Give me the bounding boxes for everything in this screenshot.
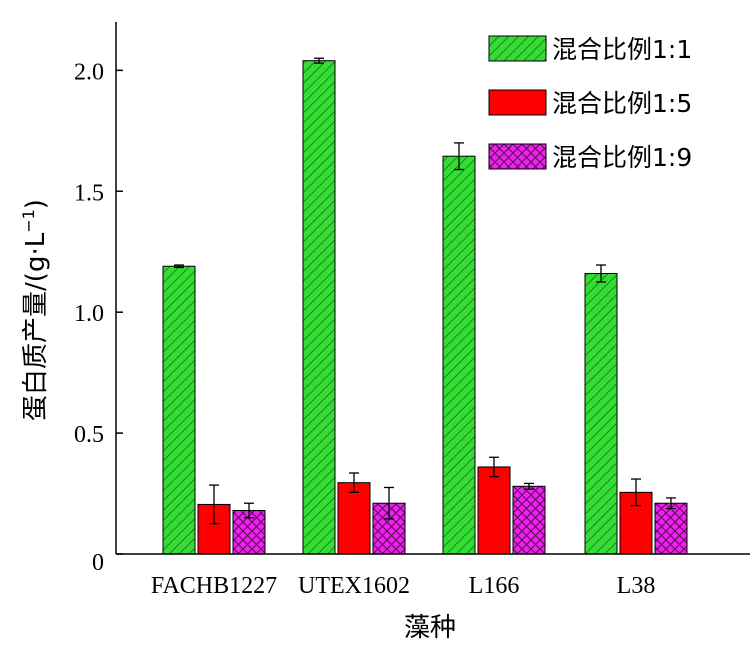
bar-l166-series-3 [512, 485, 546, 555]
error-bar [666, 497, 676, 510]
bar-utex1602-series-3 [372, 502, 406, 555]
x-ticks-group: FACHB1227 UTEX1602 L166 L38 [151, 573, 655, 599]
bar-l166-series-2 [477, 466, 511, 555]
bar-fachb1227-series-1 [162, 265, 196, 555]
bar-utex1602-series-2 [337, 482, 371, 555]
legend-label-series-1: 混合比例1:1 [552, 35, 692, 64]
bars-group [162, 60, 688, 555]
y-tick-label: 2.0 [74, 59, 104, 85]
error-bar [244, 502, 254, 519]
legend-label-series-3: 混合比例1:9 [552, 143, 692, 172]
error-bar [631, 478, 641, 507]
error-bar [349, 472, 359, 493]
error-bar [209, 484, 219, 525]
y-axis-title: 蛋白质产量/(g·L−1) [19, 199, 51, 421]
x-tick-label-l166: L166 [469, 573, 520, 599]
legend-label-series-2: 混合比例1:5 [552, 89, 692, 118]
legend-swatch-series-3 [488, 143, 547, 170]
error-bar [524, 482, 534, 490]
y-ticks-group: 0 0.5 1.0 1.5 2.0 [74, 59, 123, 576]
y-axis-title-superscript: −1 [19, 209, 38, 233]
y-tick-label: 1.5 [74, 180, 104, 206]
y-tick-label: 0 [92, 550, 104, 576]
error-bar [454, 142, 464, 171]
error-bar [489, 456, 499, 478]
x-tick-label-fachb1227: FACHB1227 [151, 573, 277, 599]
y-tick-label: 1.0 [74, 301, 104, 327]
x-tick-label-l38: L38 [617, 573, 656, 599]
bar-l38-series-1 [584, 272, 618, 555]
x-tick-label-utex1602: UTEX1602 [298, 573, 410, 599]
y-axis-title-close: ) [21, 199, 51, 209]
y-tick-label: 0.5 [74, 422, 104, 448]
bar-l38-series-3 [654, 502, 688, 555]
legend-swatch-series-1 [488, 35, 547, 62]
legend: 混合比例1:1 混合比例1:5 混合比例1:9 [488, 35, 692, 172]
y-axis-title-main: 蛋白质产量/(g·L [21, 232, 51, 421]
error-bars-group [174, 57, 676, 525]
x-axis-title: 藻种 [404, 613, 456, 643]
bar-l166-series-1 [442, 155, 476, 555]
legend-swatch-series-2 [488, 89, 547, 116]
error-bar [384, 486, 394, 520]
error-bar [174, 264, 184, 269]
bar-utex1602-series-1 [302, 60, 336, 555]
error-bar [596, 264, 606, 283]
error-bar [314, 57, 324, 64]
